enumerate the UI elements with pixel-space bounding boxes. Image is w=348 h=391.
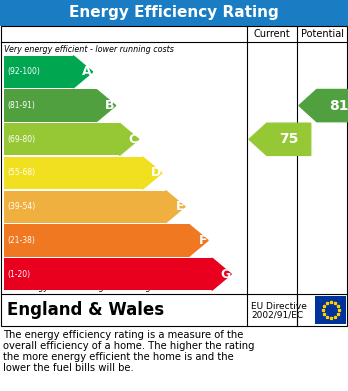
Polygon shape <box>96 90 116 122</box>
Text: (92-100): (92-100) <box>7 67 40 76</box>
Text: C: C <box>129 133 138 146</box>
Text: Potential: Potential <box>301 29 343 39</box>
Text: 75: 75 <box>279 132 298 146</box>
Text: Not energy efficient - higher running costs: Not energy efficient - higher running co… <box>4 283 174 292</box>
Text: 81: 81 <box>329 99 348 113</box>
Polygon shape <box>143 157 162 189</box>
Text: Very energy efficient - lower running costs: Very energy efficient - lower running co… <box>4 45 174 54</box>
Text: A: A <box>82 65 92 78</box>
Bar <box>0 0 348 26</box>
Polygon shape <box>299 90 348 122</box>
Text: D: D <box>151 167 161 179</box>
Text: (21-38): (21-38) <box>7 236 35 245</box>
Text: E: E <box>175 200 184 213</box>
Bar <box>1 26 347 326</box>
Bar <box>4 157 143 189</box>
Text: (69-80): (69-80) <box>7 135 35 144</box>
Bar <box>4 56 73 88</box>
Text: England & Wales: England & Wales <box>7 301 164 319</box>
Polygon shape <box>166 190 185 223</box>
Text: 2002/91/EC: 2002/91/EC <box>251 310 303 319</box>
Polygon shape <box>119 123 139 155</box>
Text: Current: Current <box>254 29 290 39</box>
Polygon shape <box>249 123 311 155</box>
Text: overall efficiency of a home. The higher the rating: overall efficiency of a home. The higher… <box>3 341 254 351</box>
Text: F: F <box>199 234 207 247</box>
Text: (39-54): (39-54) <box>7 202 35 211</box>
Text: G: G <box>220 268 230 281</box>
Polygon shape <box>212 258 231 290</box>
Polygon shape <box>189 224 208 256</box>
Text: The energy efficiency rating is a measure of the: The energy efficiency rating is a measur… <box>3 330 243 340</box>
Text: EU Directive: EU Directive <box>251 302 307 311</box>
Text: (1-20): (1-20) <box>7 270 30 279</box>
Text: (81-91): (81-91) <box>7 101 35 110</box>
Bar <box>4 90 96 122</box>
Text: B: B <box>105 99 115 112</box>
Text: lower the fuel bills will be.: lower the fuel bills will be. <box>3 363 134 373</box>
Bar <box>315 296 346 324</box>
Bar <box>4 224 189 256</box>
Polygon shape <box>73 56 93 88</box>
Bar <box>4 190 166 223</box>
Text: (55-68): (55-68) <box>7 169 35 178</box>
Text: Energy Efficiency Rating: Energy Efficiency Rating <box>69 5 279 20</box>
Bar <box>4 258 212 290</box>
Text: the more energy efficient the home is and the: the more energy efficient the home is an… <box>3 352 234 362</box>
Bar <box>4 123 119 155</box>
